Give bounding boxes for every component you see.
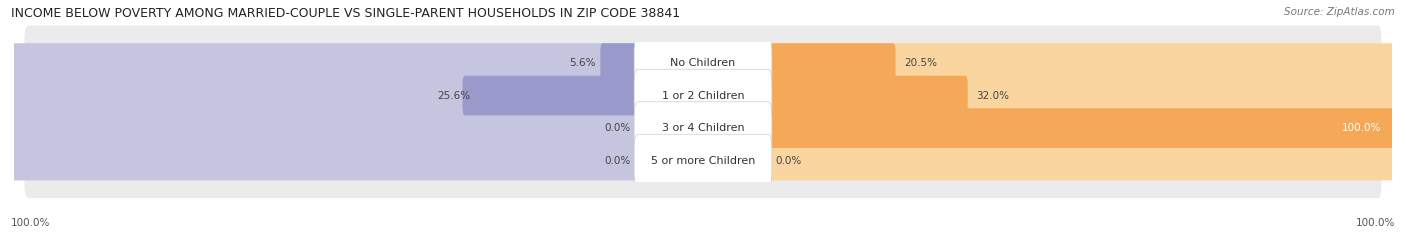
Text: 0.0%: 0.0% [605,156,631,166]
FancyBboxPatch shape [634,134,772,187]
FancyBboxPatch shape [763,108,1393,148]
Text: 5.6%: 5.6% [569,58,596,68]
Text: 0.0%: 0.0% [775,156,801,166]
FancyBboxPatch shape [634,37,772,89]
Text: 100.0%: 100.0% [1355,218,1395,228]
FancyBboxPatch shape [763,43,1393,83]
Text: 0.0%: 0.0% [605,123,631,133]
FancyBboxPatch shape [13,108,643,148]
Text: 32.0%: 32.0% [976,91,1010,101]
FancyBboxPatch shape [13,141,643,180]
FancyBboxPatch shape [24,58,1382,133]
Text: 1 or 2 Children: 1 or 2 Children [662,91,744,101]
Legend: Married Couples, Single Parents: Married Couples, Single Parents [579,230,827,233]
FancyBboxPatch shape [634,69,772,122]
Text: INCOME BELOW POVERTY AMONG MARRIED-COUPLE VS SINGLE-PARENT HOUSEHOLDS IN ZIP COD: INCOME BELOW POVERTY AMONG MARRIED-COUPL… [11,7,681,20]
FancyBboxPatch shape [763,76,1393,115]
Text: 3 or 4 Children: 3 or 4 Children [662,123,744,133]
FancyBboxPatch shape [13,43,643,83]
FancyBboxPatch shape [634,102,772,154]
FancyBboxPatch shape [13,76,643,115]
FancyBboxPatch shape [763,108,1393,148]
FancyBboxPatch shape [763,141,1393,180]
Text: 25.6%: 25.6% [437,91,470,101]
Text: 100.0%: 100.0% [1343,123,1382,133]
Text: 20.5%: 20.5% [904,58,936,68]
FancyBboxPatch shape [600,43,643,83]
FancyBboxPatch shape [463,76,643,115]
FancyBboxPatch shape [763,76,967,115]
Text: No Children: No Children [671,58,735,68]
Text: Source: ZipAtlas.com: Source: ZipAtlas.com [1284,7,1395,17]
FancyBboxPatch shape [24,26,1382,100]
FancyBboxPatch shape [24,123,1382,198]
Text: 100.0%: 100.0% [11,218,51,228]
FancyBboxPatch shape [24,91,1382,165]
Text: 5 or more Children: 5 or more Children [651,156,755,166]
FancyBboxPatch shape [763,43,896,83]
